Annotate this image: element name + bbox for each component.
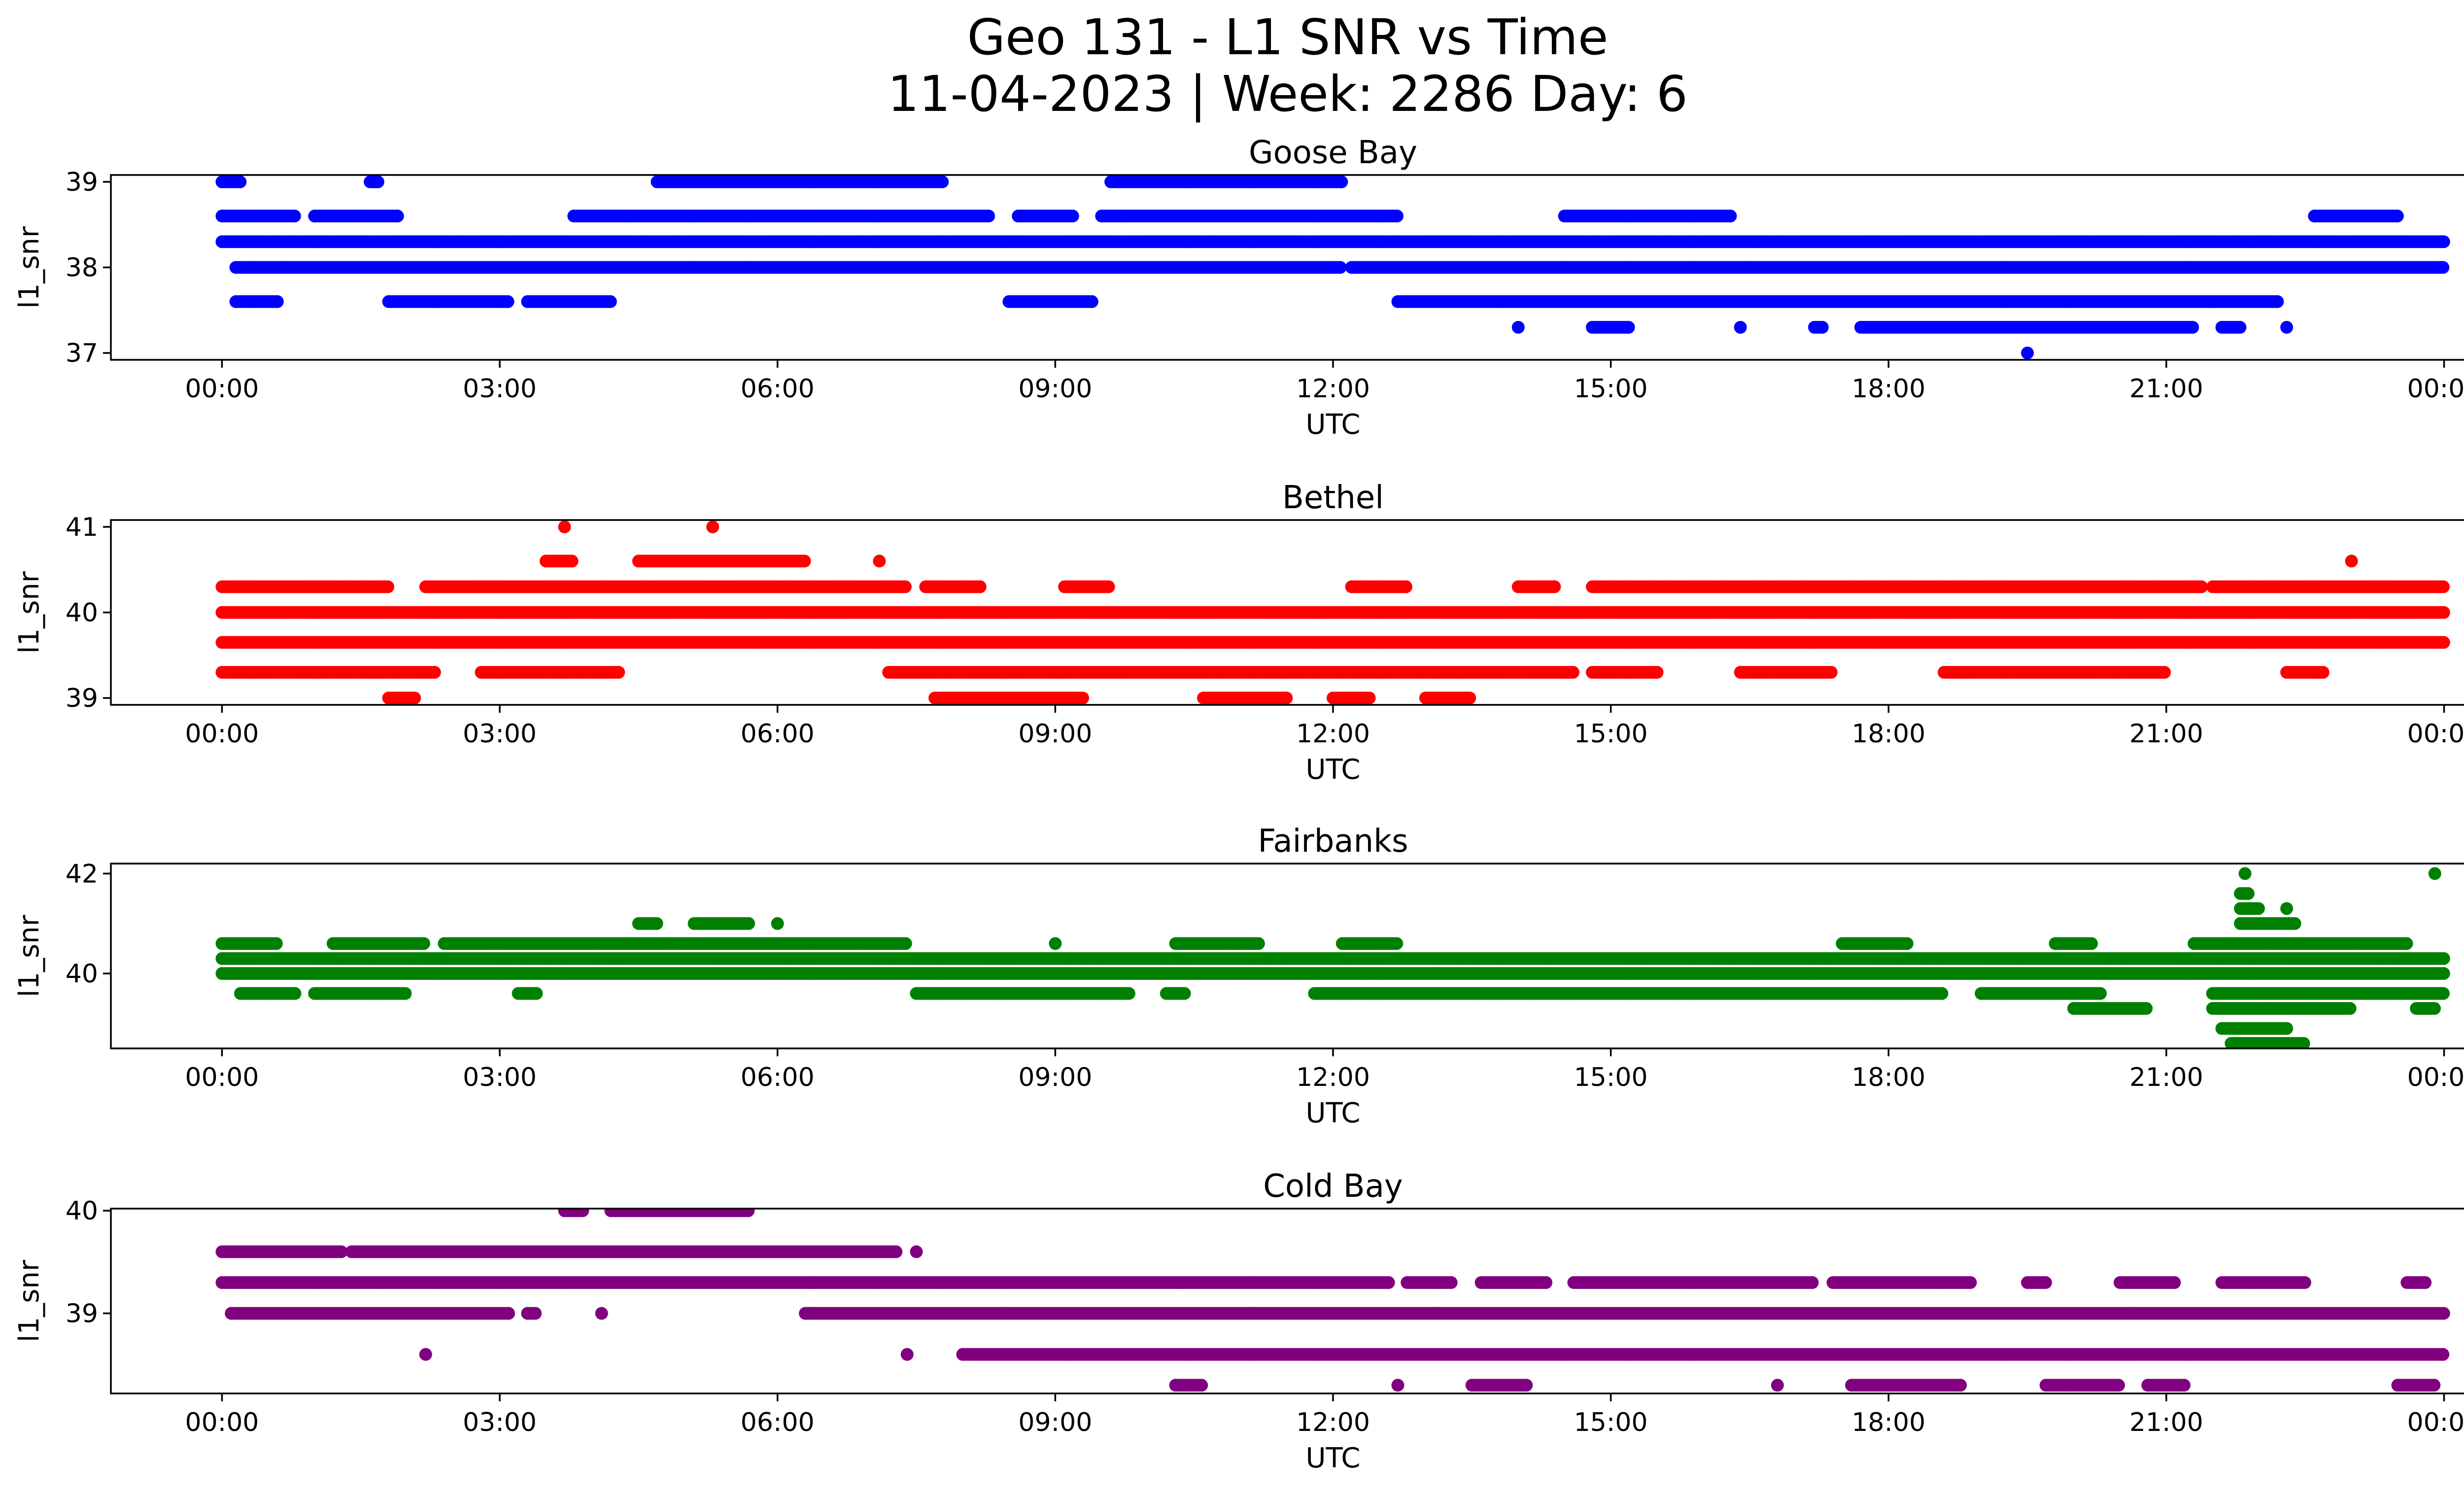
x-tick-label: 15:00 bbox=[1574, 374, 1648, 404]
subplot-title: Goose Bay bbox=[1249, 135, 1417, 171]
x-tick-label: 12:00 bbox=[1296, 374, 1370, 404]
data-point bbox=[1335, 175, 1348, 188]
data-point bbox=[501, 295, 514, 308]
data-point bbox=[391, 209, 404, 223]
data-point bbox=[1734, 321, 1747, 334]
x-tick-label: 00:00 bbox=[2407, 374, 2464, 404]
data-point bbox=[2271, 295, 2284, 308]
scatter-series bbox=[215, 175, 2450, 360]
data-point bbox=[1391, 209, 1403, 223]
y-tick-label: 37 bbox=[66, 339, 98, 368]
data-point bbox=[2437, 636, 2450, 649]
data-point bbox=[2233, 321, 2247, 334]
figure-title-line1: Geo 131 - L1 SNR vs Time bbox=[967, 8, 1608, 66]
data-point bbox=[2021, 347, 2034, 360]
x-tick-label: 09:00 bbox=[1018, 374, 1092, 404]
x-axis-label: UTC bbox=[1305, 409, 1360, 441]
subplot-title: Bethel bbox=[1282, 480, 1384, 516]
data-point bbox=[1066, 209, 1079, 223]
data-point bbox=[371, 175, 384, 188]
y-axis-label: l1_snr bbox=[13, 226, 45, 309]
x-tick-label: 03:00 bbox=[463, 374, 537, 404]
data-point bbox=[2280, 321, 2293, 334]
data-point bbox=[2436, 261, 2450, 274]
x-tick-label: 06:00 bbox=[741, 374, 815, 404]
data-point bbox=[936, 175, 949, 188]
data-point bbox=[1815, 321, 1829, 334]
data-point bbox=[1511, 321, 1525, 334]
data-point bbox=[612, 666, 625, 679]
data-point bbox=[2437, 235, 2450, 248]
data-point bbox=[2391, 209, 2404, 223]
data-point bbox=[288, 209, 301, 223]
data-point bbox=[271, 295, 284, 308]
data-point bbox=[234, 175, 247, 188]
data-point bbox=[604, 295, 617, 308]
figure-title-line2: 11-04-2023 | Week: 2286 Day: 6 bbox=[888, 65, 1687, 123]
data-point bbox=[1085, 295, 1098, 308]
y-tick-label: 39 bbox=[66, 168, 98, 197]
data-point bbox=[1724, 209, 1737, 223]
x-tick-label: 00:00 bbox=[185, 374, 259, 404]
subplot-goose-bay: Goose Bay 00:00 03:00 06:00 09:00 12:00 15:00 1… bbox=[13, 135, 2464, 441]
data-point bbox=[428, 666, 441, 679]
data-point bbox=[2186, 321, 2199, 334]
x-tick-label: 18:00 bbox=[1851, 374, 1925, 404]
subplot-grid: Goose Bay 00:00 03:00 06:00 09:00 12:00 15:00 1… bbox=[13, 135, 2464, 1474]
data-point bbox=[982, 209, 995, 223]
x-tick-label: 21:00 bbox=[2129, 374, 2203, 404]
y-tick-label: 38 bbox=[66, 253, 98, 283]
data-point bbox=[2437, 606, 2450, 619]
data-point bbox=[1334, 261, 1347, 274]
scatter-series bbox=[215, 520, 2450, 705]
data-point bbox=[1622, 321, 1635, 334]
